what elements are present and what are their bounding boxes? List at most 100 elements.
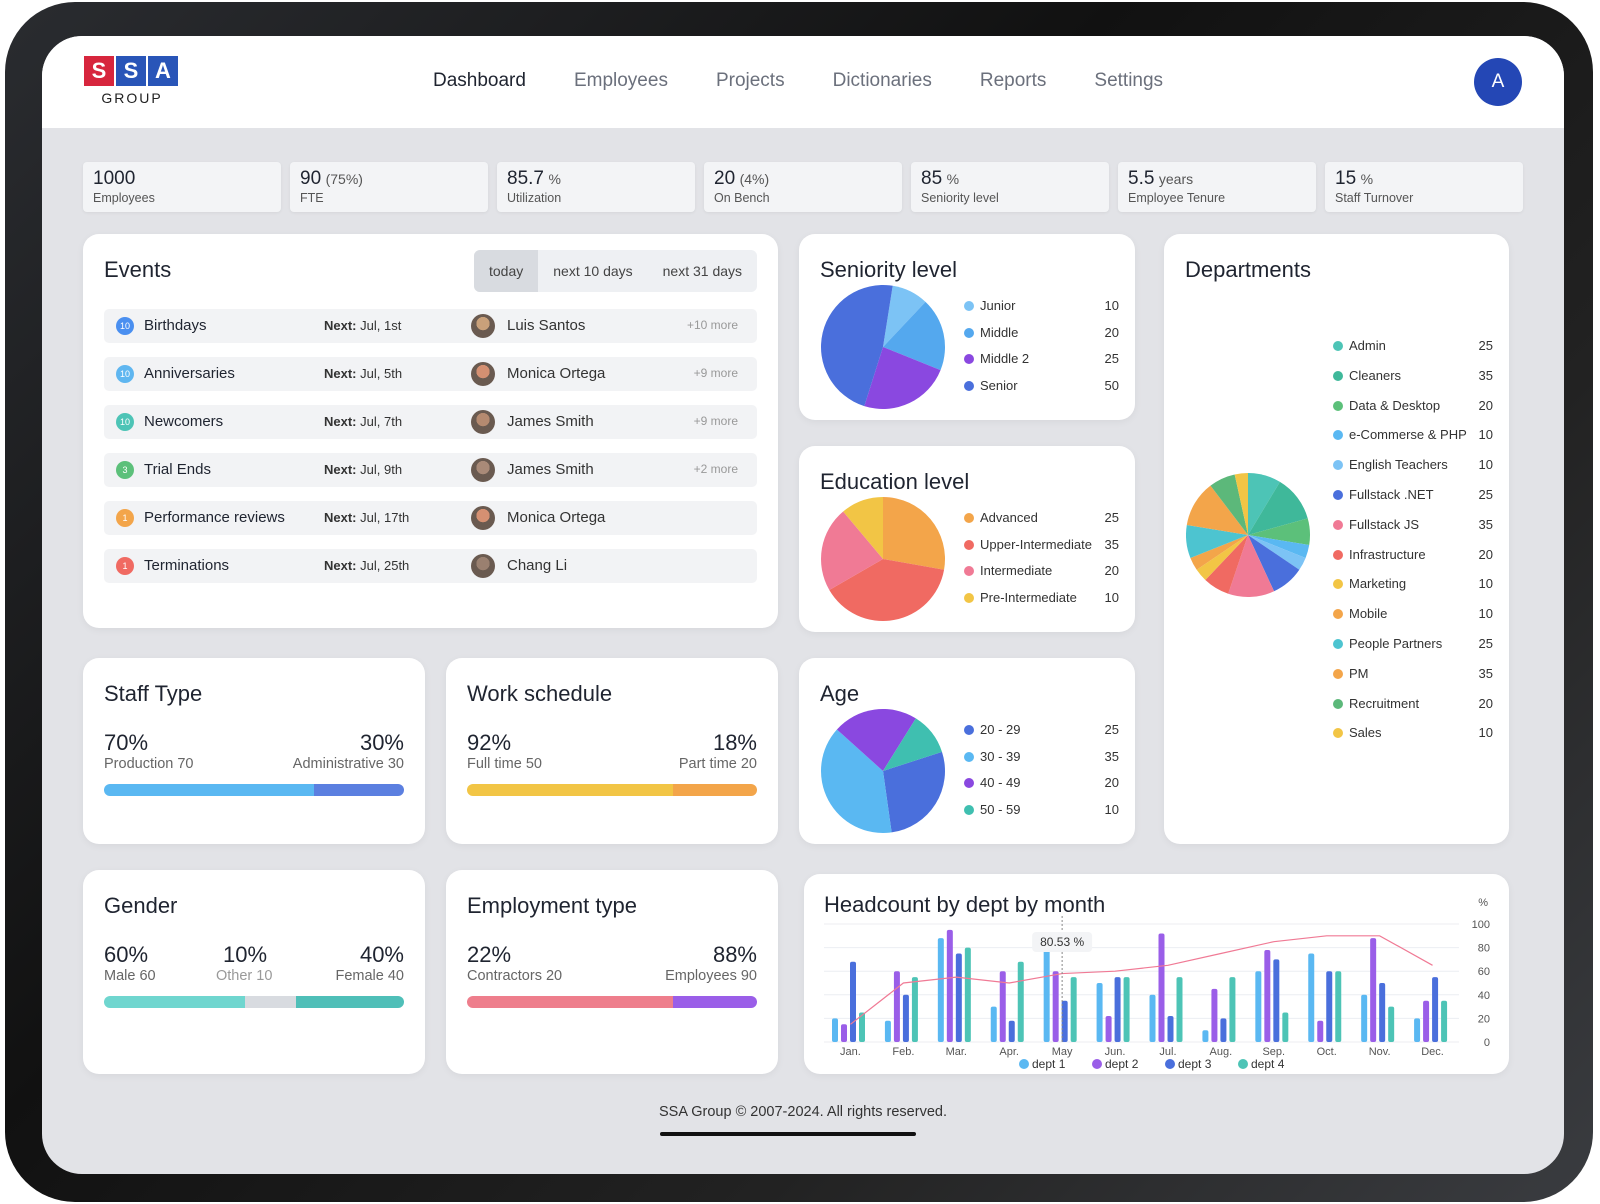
bar-dept-4[interactable] (1229, 977, 1236, 1042)
event-row[interactable]: 3 Trial Ends Next: Jul, 9th James Smith +2 m… (104, 453, 757, 487)
pie-slice[interactable] (836, 709, 916, 771)
person-name[interactable]: Monica Ortega (507, 509, 606, 526)
person-name[interactable]: Luis Santos (507, 317, 586, 334)
nav-dashboard[interactable]: Dashboard (433, 70, 526, 91)
bar-dept-1[interactable] (1414, 1018, 1421, 1042)
bar-dept-3[interactable] (1114, 977, 1121, 1042)
pie-slice[interactable] (843, 497, 883, 559)
pie-slice[interactable] (1196, 535, 1248, 581)
bar-dept-1[interactable] (937, 938, 944, 1042)
bar-dept-4[interactable] (1176, 977, 1183, 1042)
bar-dept-3[interactable] (1220, 1018, 1227, 1042)
bar-dept-1[interactable] (1096, 983, 1103, 1042)
bar-dept-3[interactable] (1167, 1016, 1174, 1042)
bar-dept-4[interactable] (964, 947, 971, 1042)
bar-dept-4[interactable] (1388, 1006, 1395, 1042)
legend-item[interactable]: Marketing 10 (1333, 576, 1493, 592)
legend-item[interactable]: 20 - 29 25 (964, 722, 1119, 738)
legend-item[interactable]: PM 35 (1333, 666, 1493, 682)
more-link[interactable]: +9 more (693, 414, 738, 428)
stat-seniority[interactable]: 85 % Seniority level (911, 162, 1109, 212)
pie-slice[interactable] (1248, 535, 1310, 558)
event-row[interactable]: 10 Birthdays Next: Jul, 1st Luis Santos +10 … (104, 309, 757, 343)
bar-dept-1[interactable] (1361, 994, 1368, 1042)
bar-dept-1[interactable] (1043, 947, 1050, 1042)
bar-dept-4[interactable] (1123, 977, 1130, 1042)
legend-item[interactable]: Cleaners 35 (1333, 368, 1493, 384)
pie-slice[interactable] (1186, 485, 1248, 535)
legend-item[interactable]: 30 - 39 35 (964, 749, 1119, 765)
bar-dept-3[interactable] (850, 961, 856, 1042)
nav-settings[interactable]: Settings (1094, 70, 1164, 91)
pie-slice[interactable] (1248, 481, 1308, 535)
event-row[interactable]: 1 Terminations Next: Jul, 25th Chang Li (104, 549, 757, 583)
legend-item[interactable]: Senior 50 (964, 378, 1119, 394)
legend-item[interactable]: Fullstack JS 35 (1333, 517, 1493, 533)
nav-employees[interactable]: Employees (573, 70, 668, 91)
legend-label[interactable]: dept 1 (1032, 1057, 1066, 1071)
pie-slice[interactable] (883, 751, 945, 833)
pie-slice[interactable] (1248, 518, 1310, 546)
bar-dept-2[interactable] (1264, 949, 1271, 1042)
stat-utilization[interactable]: 85.7 % Utilization (497, 162, 695, 212)
bar-dept-4[interactable] (1017, 961, 1024, 1042)
legend-item[interactable]: Middle 2 25 (964, 351, 1119, 367)
legend-item[interactable]: e-Commerse & PHP 10 (1333, 427, 1493, 443)
bar-dept-4[interactable] (1282, 1012, 1289, 1043)
bar-dept-3[interactable] (1432, 977, 1439, 1042)
bar-dept-1[interactable] (1202, 1030, 1209, 1042)
legend-item[interactable]: Mobile 10 (1333, 606, 1493, 622)
pie-slice[interactable] (1205, 535, 1248, 594)
event-row[interactable]: 10 Newcomers Next: Jul, 7th James Smith +9 m… (104, 405, 757, 439)
pie-slice[interactable] (864, 347, 941, 409)
pie-slice[interactable] (883, 301, 945, 371)
bar-dept-1[interactable] (832, 1018, 838, 1042)
bar-dept-2[interactable] (946, 929, 953, 1042)
pie-slice[interactable] (829, 559, 945, 621)
legend-label[interactable]: dept 4 (1251, 1057, 1285, 1071)
tab-next-10-days[interactable]: next 10 days (553, 263, 633, 279)
pie-slice[interactable] (1190, 535, 1248, 570)
bar-dept-2[interactable] (1370, 938, 1377, 1042)
bar-dept-1[interactable] (1149, 994, 1156, 1042)
bar-dept-1[interactable] (1255, 971, 1262, 1042)
nav-reports[interactable]: Reports (979, 70, 1047, 91)
bar-dept-2[interactable] (1052, 971, 1059, 1042)
ssa-logo[interactable]: S S A GROUP (84, 56, 180, 106)
legend-item[interactable]: Recruitment 20 (1333, 696, 1493, 712)
bar-dept-2[interactable] (893, 971, 900, 1042)
stat-tenure[interactable]: 5.5 years Employee Tenure (1118, 162, 1316, 212)
bar-dept-4[interactable] (1441, 1000, 1448, 1042)
pie-slice[interactable] (1248, 535, 1306, 570)
bar-dept-2[interactable] (999, 971, 1006, 1042)
bar-dept-1[interactable] (884, 1020, 891, 1042)
legend-item[interactable]: Fullstack .NET 25 (1333, 487, 1493, 503)
legend-item[interactable]: Intermediate 20 (964, 563, 1119, 579)
stat-on-bench[interactable]: 20 (4%) On Bench (704, 162, 902, 212)
bar-dept-3[interactable] (1008, 1020, 1015, 1042)
bar-dept-2[interactable] (1211, 988, 1218, 1042)
legend-item[interactable]: Sales 10 (1333, 725, 1493, 741)
legend-item[interactable]: People Partners 25 (1333, 636, 1493, 652)
stat-turnover[interactable]: 15 % Staff Turnover (1325, 162, 1523, 212)
person-name[interactable]: Chang Li (507, 557, 568, 574)
legend-item[interactable]: Advanced 25 (964, 510, 1119, 526)
pie-slice[interactable] (1210, 474, 1248, 535)
legend-item[interactable]: Data & Desktop 20 (1333, 398, 1493, 414)
person-name[interactable]: James Smith (507, 413, 594, 430)
legend-item[interactable]: 40 - 49 20 (964, 775, 1119, 791)
tab-next-31-days[interactable]: next 31 days (662, 263, 743, 279)
tab-today[interactable]: today (474, 250, 539, 292)
legend-label[interactable]: dept 2 (1105, 1057, 1139, 1071)
pie-slice[interactable] (1248, 473, 1280, 535)
pie-slice[interactable] (821, 511, 883, 590)
bar-dept-1[interactable] (990, 1006, 997, 1042)
bar-dept-4[interactable] (911, 977, 918, 1042)
legend-item[interactable]: Infrastructure 20 (1333, 547, 1493, 563)
legend-item[interactable]: Pre-Intermediate 10 (964, 590, 1119, 606)
pie-slice[interactable] (821, 729, 892, 833)
stat-fte[interactable]: 90 (75%) FTE (290, 162, 488, 212)
bar-dept-2[interactable] (1158, 933, 1165, 1042)
nav-projects[interactable]: Projects (715, 70, 785, 91)
bar-dept-2[interactable] (1317, 1020, 1324, 1042)
